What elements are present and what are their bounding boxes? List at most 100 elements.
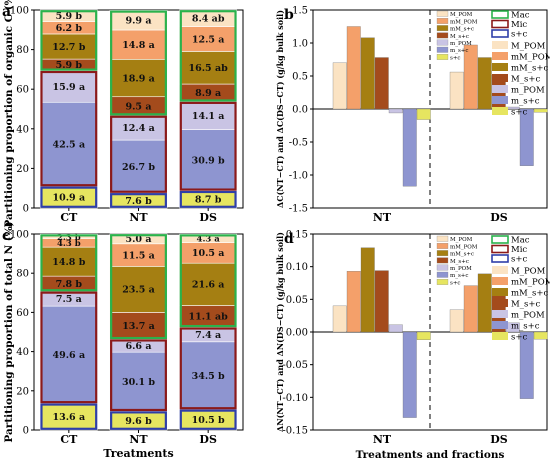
bar-m-pom-nt (109, 233, 168, 245)
x-tick-label: CT (60, 433, 78, 446)
bar-mm-pom-nt (346, 271, 361, 333)
legend-fraction-label-mm-pom: mM_POM (511, 278, 550, 288)
legend-label-m-pom: M_POM (450, 237, 473, 243)
legend-fraction-label-mm-pom: mM_POM (511, 53, 550, 63)
legend-border-swatch-mic (491, 244, 509, 254)
legend-label-mm-s-c: mM_s+c (450, 252, 474, 258)
legend-swatch-m-pom (436, 10, 449, 17)
legend-outer: MacMics+cM_POMmM_POMmM_s+cM_s+cm_POMm_s+… (491, 235, 550, 343)
legend-fraction-swatch-mm-s-c (492, 63, 508, 71)
data-label-m-s-c-ds: 8.9 a (195, 88, 221, 99)
group-border-s-c-ct (40, 186, 98, 208)
data-label-mm-pom-ds: 12.5 a (192, 34, 225, 45)
y-tick-label: 1.5 (292, 6, 308, 17)
data-label-mm-s-c-nt: 23.5 a (122, 285, 155, 296)
bar-mm-s-c-ct (39, 246, 98, 277)
data-label-m-s-c-ct: 5.9 b (56, 60, 83, 71)
data-label-m-s-c-nt: 13.7 a (122, 321, 155, 332)
y-axis-label: Partitioning proportion of organic C (%) (3, 0, 15, 228)
legend-border-label-mac: Mac (511, 236, 530, 246)
legend-label-m-pom: M_POM (450, 12, 473, 18)
data-label-m-s-c-nt: 26.7 b (122, 162, 155, 173)
y-tick-label: 100 (10, 230, 29, 241)
x-tick-label: NT (129, 211, 148, 224)
group-border-mac-ds (179, 10, 237, 102)
group-border-mic-ds (179, 101, 237, 191)
legend-fraction-label-m-s-c: M_s+c (511, 300, 540, 310)
bar-mm-pom-nt (109, 29, 168, 60)
legend-swatch-m-pom (436, 264, 449, 271)
bar-m-pom-nt (109, 10, 168, 31)
legend-fraction-label-m-s-c: m_s+c (511, 322, 540, 332)
x-tick-label: NT (373, 211, 392, 224)
y-tick-label: 0.05 (286, 295, 308, 306)
y-tick-label: 0 (23, 204, 29, 215)
legend-fraction-swatch-s-c (492, 332, 508, 340)
legend-border-swatch-mac (491, 235, 509, 244)
legend-fraction-label-m-pom: m_POM (511, 311, 545, 321)
y-axis-label: Partitioning proportion of total N (%) (3, 221, 15, 442)
y-tick-label: -0.05 (282, 360, 308, 371)
bar-m-s-c-ds (179, 129, 238, 192)
data-label-s-c-nt: 9.6 b (125, 416, 152, 427)
data-label-m-pom-nt: 12.4 a (122, 123, 155, 134)
bar-m-s-c-nt (109, 312, 168, 340)
bar-mm-s-c-ds (179, 51, 238, 85)
data-label-m-s-c-nt: 30.1 b (122, 377, 155, 388)
group-border-s-c-ct (40, 403, 98, 430)
bar-mm-s-c-nt (109, 266, 168, 313)
bar-m-s-c-ds (519, 108, 534, 166)
legend-label-m-s-c: m_s+c (450, 273, 468, 279)
bar-s-c-ds (533, 331, 548, 340)
legend-label-s-c: s+c (450, 280, 461, 286)
data-label-s-c-ds: 8.7 b (195, 195, 222, 206)
data-label-m-pom-nt: 6.6 a (126, 341, 152, 352)
data-label-m-pom-ds: 14.1 a (192, 111, 225, 122)
group-border-mic-ds (179, 327, 237, 410)
y-tick-label: 0.5 (292, 72, 308, 83)
group-border-mac-ct (40, 234, 98, 292)
data-label-m-pom-ds: 7.4 a (195, 330, 221, 341)
group-border-mic-nt (110, 115, 167, 193)
bar-m-pom-ds (179, 233, 238, 243)
bar-m-pom-ds (179, 9, 238, 27)
group-border-mic-ct (40, 70, 98, 187)
x-axis-label: Treatments (103, 447, 173, 459)
legend-swatch-mm-pom (436, 18, 449, 24)
legend-label-m-s-c: M_s+c (450, 34, 469, 40)
data-label-s-c-ds: 10.5 b (192, 415, 225, 426)
legend-fraction-label-s-c: s+c (511, 333, 527, 343)
bar-mm-s-c-ds (477, 57, 492, 110)
group-border-s-c-nt (110, 193, 167, 208)
legend-fraction-label-m-s-c: M_s+c (511, 75, 540, 85)
data-label-mm-s-c-ct: 14.8 b (52, 257, 85, 268)
legend-fraction-swatch-mm-s-c (492, 288, 508, 296)
bar-m-pom-nt (332, 305, 347, 333)
legend-outer: MacMics+cM_POMmM_POMmM_s+cM_s+cm_POMm_s+… (491, 10, 550, 118)
x-tick-label: NT (373, 433, 392, 446)
bar-m-s-c-nt (402, 331, 417, 418)
legend-border-swatch-mic (491, 19, 509, 29)
y-tick-label: 1.0 (292, 39, 308, 50)
data-label-mm-pom-ct: 6.2 b (56, 23, 83, 34)
bar-mm-pom-ds (463, 285, 478, 333)
bar-m-pom-nt (109, 115, 168, 141)
legend-border-swatch-mac (491, 10, 509, 19)
bar-mm-s-c-ct (39, 33, 98, 60)
y-tick-label: 60 (16, 308, 29, 319)
y-tick-label: 80 (16, 45, 29, 56)
group-border-mic-nt (110, 339, 167, 412)
legend-fraction-swatch-m-pom (492, 310, 508, 318)
y-tick-label: 0 (23, 426, 29, 437)
group-border-s-c-nt (110, 411, 167, 430)
legend-label-mm-s-c: mM_s+c (450, 27, 474, 33)
group-border-mac-ct (40, 10, 98, 71)
data-label-mm-s-c-ds: 16.5 ab (189, 63, 229, 74)
y-tick-label: 0.10 (286, 262, 308, 273)
data-label-m-s-c-nt: 9.5 a (126, 101, 152, 112)
bar-mm-s-c-nt (360, 247, 375, 333)
panel-c: 0 20 40 60 80 100 13.6 a 49.6 a 7.5 a 7.8 b 14.8 b… (2, 221, 244, 459)
x-axis-label: Treatments and fractions (356, 449, 505, 459)
data-label-mm-pom-ds: 10.5 a (192, 248, 225, 259)
